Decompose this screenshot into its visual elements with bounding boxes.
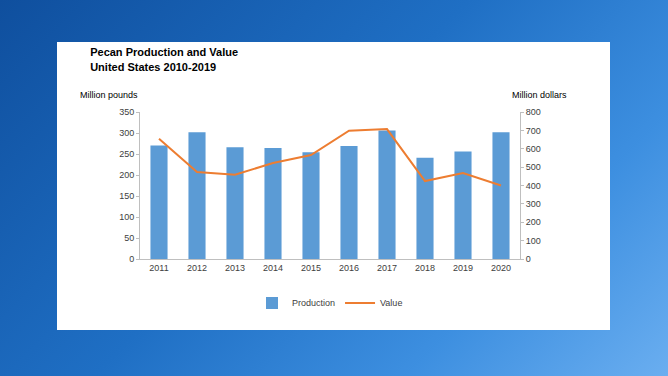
svg-text:150: 150 (119, 191, 134, 201)
svg-text:2014: 2014 (263, 263, 283, 273)
svg-text:50: 50 (124, 233, 134, 243)
svg-text:Million dollars: Million dollars (512, 90, 567, 100)
svg-text:700: 700 (526, 126, 541, 136)
svg-text:2018: 2018 (415, 263, 435, 273)
svg-text:0: 0 (129, 254, 134, 264)
svg-text:600: 600 (526, 144, 541, 154)
svg-text:2019: 2019 (453, 263, 473, 273)
svg-text:250: 250 (119, 149, 134, 159)
svg-text:800: 800 (526, 107, 541, 117)
svg-text:2017: 2017 (377, 263, 397, 273)
svg-text:400: 400 (526, 181, 541, 191)
svg-text:2020: 2020 (491, 263, 511, 273)
svg-text:300: 300 (119, 128, 134, 138)
svg-text:Million pounds: Million pounds (80, 90, 138, 100)
svg-text:350: 350 (119, 107, 134, 117)
svg-text:Production: Production (292, 298, 335, 308)
svg-text:200: 200 (119, 170, 134, 180)
svg-text:2012: 2012 (187, 263, 207, 273)
svg-text:2015: 2015 (301, 263, 321, 273)
svg-text:2016: 2016 (339, 263, 359, 273)
svg-text:Value: Value (380, 298, 402, 308)
svg-text:100: 100 (526, 236, 541, 246)
svg-text:300: 300 (526, 199, 541, 209)
svg-text:200: 200 (526, 217, 541, 227)
svg-text:2011: 2011 (149, 263, 168, 273)
svg-text:100: 100 (119, 212, 134, 222)
svg-text:Pecan Production and ValueUnit: Pecan Production and ValueUnited States … (90, 46, 238, 72)
svg-text:0: 0 (526, 254, 531, 264)
svg-text:2013: 2013 (225, 263, 245, 273)
svg-text:500: 500 (526, 162, 541, 172)
